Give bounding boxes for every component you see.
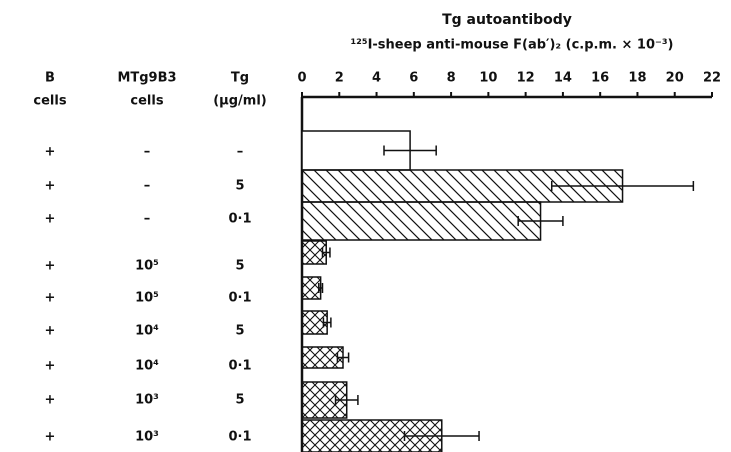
row-cell: 10⁴ xyxy=(135,359,159,374)
row-cell: – xyxy=(144,179,151,194)
row-cell: + xyxy=(45,324,56,339)
row-cell: 5 xyxy=(235,393,244,408)
x-tick-label: 22 xyxy=(703,71,721,86)
x-tick-label: 2 xyxy=(335,71,344,86)
row-cell: 10⁵ xyxy=(135,291,159,306)
row-cell: 0·1 xyxy=(228,212,251,227)
row-cell: 0·1 xyxy=(228,430,251,445)
row-cell: 0·1 xyxy=(228,291,251,306)
x-tick-label: 4 xyxy=(372,71,381,86)
column-header: MTg9B3 xyxy=(117,71,176,86)
row-cell: + xyxy=(45,212,56,227)
bar xyxy=(301,419,443,452)
row-cell: + xyxy=(45,259,56,274)
row-cell: 10³ xyxy=(135,430,159,445)
row-cell: + xyxy=(45,179,56,194)
row-cell: 0·1 xyxy=(228,359,251,374)
row-cell: – xyxy=(237,145,244,160)
x-tick-label: 18 xyxy=(628,71,646,86)
x-tick-label: 10 xyxy=(479,71,497,86)
x-tick-label: 20 xyxy=(666,71,684,86)
row-cell: 5 xyxy=(235,179,244,194)
row-cell: – xyxy=(144,145,151,160)
x-tick-label: 0 xyxy=(297,71,306,86)
row-cell: + xyxy=(45,145,56,160)
row-cell: 10³ xyxy=(135,393,159,408)
chart-title: Tg autoantibody xyxy=(442,12,572,28)
column-header: Tg xyxy=(231,71,249,86)
row-cell: 5 xyxy=(235,324,244,339)
row-cell: 10⁵ xyxy=(135,259,159,274)
row-cell: – xyxy=(144,212,151,227)
row-cell: + xyxy=(45,359,56,374)
x-tick-label: 6 xyxy=(409,71,418,86)
row-cell: 5 xyxy=(235,259,244,274)
column-header: cells xyxy=(130,94,163,109)
x-tick-label: 16 xyxy=(591,71,609,86)
row-cell: + xyxy=(45,291,56,306)
x-tick-label: 14 xyxy=(554,71,572,86)
column-header: cells xyxy=(33,94,66,109)
row-cell: + xyxy=(45,430,56,445)
column-header: (µg/ml) xyxy=(213,94,267,109)
x-tick-label: 8 xyxy=(447,71,456,86)
column-header: B xyxy=(45,71,55,86)
bar xyxy=(301,201,542,241)
row-cell: 10⁴ xyxy=(135,324,159,339)
bar xyxy=(301,276,322,300)
row-cell: + xyxy=(45,393,56,408)
x-tick-label: 12 xyxy=(517,71,535,86)
axis-title: ¹²⁵I-sheep anti-mouse F(ab′)₂ (c.p.m. × … xyxy=(350,38,673,53)
